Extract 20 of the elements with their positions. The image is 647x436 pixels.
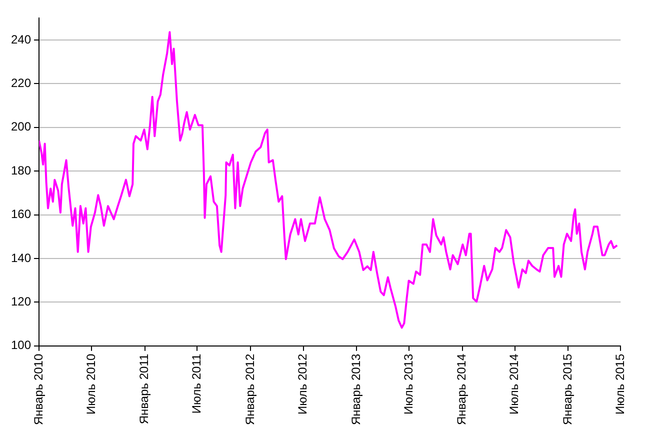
x-tick-label: Январь 2015 [560,354,574,426]
x-tick-label: Январь 2013 [348,354,363,426]
x-tick-label: Июль 2010 [84,354,98,414]
y-tick-label: 240 [10,32,32,46]
y-tick-label: 160 [10,207,32,222]
x-tick-label: Январь 2012 [242,354,257,426]
y-tick-label: 180 [10,163,32,178]
y-tick-label: 220 [10,76,32,90]
x-tick-label: Июль 2011 [190,354,204,414]
y-tick-label: 140 [10,250,32,265]
x-tick-label: Январь 2010 [31,354,46,426]
x-tick-label: Январь 2011 [137,354,152,424]
x-tick-label: Июль 2013 [401,354,416,414]
y-tick-label: 120 [10,294,32,308]
x-tick-label: Июль 2015 [612,354,627,414]
y-tick-label: 100 [10,338,32,352]
x-tick-label: Июль 2014 [507,354,522,414]
y-tick-label: 200 [10,120,32,134]
x-tick-label: Июль 2012 [296,354,310,414]
x-tick-label: Январь 2014 [454,354,469,426]
